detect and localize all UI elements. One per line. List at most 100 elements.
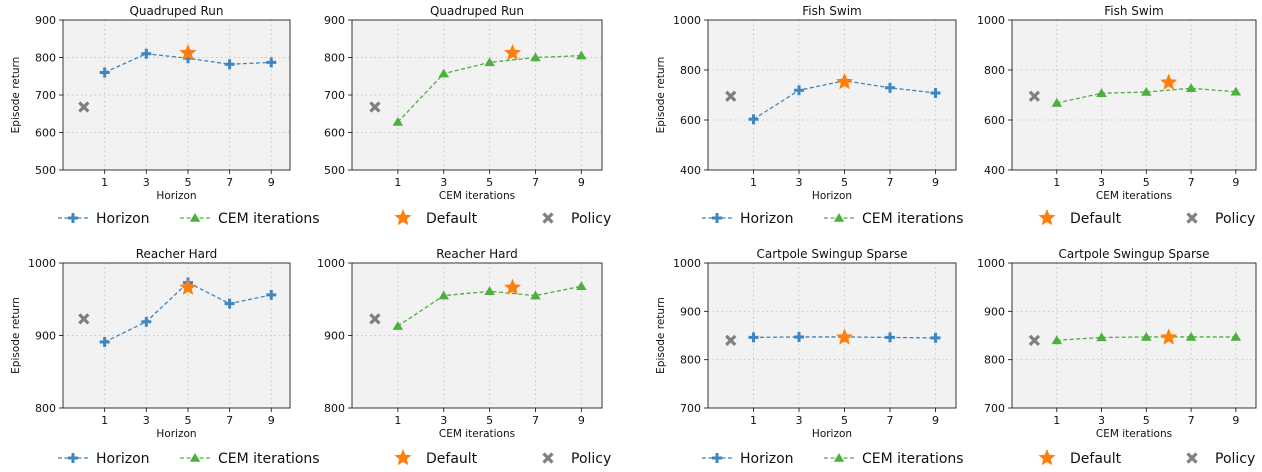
plot-area bbox=[708, 20, 956, 170]
legend-policy-label: Policy bbox=[571, 211, 611, 227]
legend-default-label: Default bbox=[426, 451, 478, 467]
legend-policy-label: Policy bbox=[571, 451, 611, 467]
x-axis-label: Horizon bbox=[156, 428, 196, 440]
policy-marker bbox=[725, 334, 737, 346]
data-point bbox=[266, 57, 277, 68]
x-tick-label: 9 bbox=[578, 176, 585, 189]
x-tick-label: 9 bbox=[268, 176, 275, 189]
x-axis-label: CEM iterations bbox=[439, 190, 515, 202]
data-point bbox=[1230, 86, 1242, 96]
x-tick-label: 5 bbox=[486, 176, 493, 189]
legend-default-label: Default bbox=[1070, 211, 1122, 227]
panel-title: Fish Swim bbox=[802, 4, 862, 18]
y-tick-label: 400 bbox=[984, 164, 1005, 177]
data-point bbox=[392, 117, 404, 126]
data-point bbox=[530, 290, 541, 300]
panel-title: Quadruped Run bbox=[129, 4, 223, 18]
panel-fs-c: 400 600 800 1000 1 3 5 7 9 Fish Swim CEM iteration… bbox=[977, 4, 1257, 202]
x-tick-label: 1 bbox=[394, 414, 401, 427]
x-tick-label: 7 bbox=[887, 414, 894, 427]
legend-policy-marker bbox=[542, 212, 554, 224]
data-point bbox=[484, 57, 495, 67]
panel-title: Reacher Hard bbox=[436, 247, 518, 261]
y-tick-label: 900 bbox=[35, 330, 56, 343]
default-marker bbox=[179, 278, 197, 295]
legend-horizon-marker bbox=[712, 213, 722, 223]
panel-qr-h: 500 600 700 800 900 1 3 5 7 9 Quadruped Run Horizon… bbox=[10, 4, 291, 202]
y-axis-label: Episode return bbox=[10, 297, 22, 374]
y-tick-label: 1000 bbox=[977, 257, 1005, 270]
y-axis-label: Episode return bbox=[655, 297, 667, 374]
panel-title: Reacher Hard bbox=[136, 247, 218, 261]
legend-horizon-marker bbox=[68, 453, 78, 463]
panel-title: Cartpole Swingup Sparse bbox=[756, 247, 907, 261]
y-tick-label: 500 bbox=[324, 164, 345, 177]
y-tick-label: 900 bbox=[324, 14, 345, 27]
y-tick-label: 900 bbox=[984, 305, 1005, 318]
legend-horizon-marker bbox=[68, 213, 78, 223]
legend-default-marker bbox=[394, 449, 412, 466]
y-tick-label: 800 bbox=[324, 52, 345, 65]
data-point bbox=[224, 59, 235, 70]
legend-horizon-label: Horizon bbox=[96, 211, 150, 227]
data-point bbox=[1230, 331, 1242, 341]
x-axis-label: CEM iterations bbox=[1096, 190, 1172, 202]
x-tick-label: 7 bbox=[1188, 176, 1195, 189]
plot-area bbox=[1012, 263, 1256, 408]
data-point bbox=[1096, 332, 1107, 342]
y-tick-label: 1000 bbox=[673, 257, 701, 270]
legend-default-marker bbox=[1038, 209, 1056, 226]
y-tick-label: 800 bbox=[680, 354, 701, 367]
series-line bbox=[1056, 336, 1236, 341]
x-tick-label: 9 bbox=[932, 414, 939, 427]
plot-frame bbox=[1011, 262, 1257, 409]
y-tick-label: 600 bbox=[324, 127, 345, 140]
data-point bbox=[885, 332, 896, 343]
y-tick-label: 500 bbox=[35, 164, 56, 177]
legend-default-marker bbox=[1038, 449, 1056, 466]
x-tick-label: 5 bbox=[1143, 414, 1150, 427]
x-axis-label: Horizon bbox=[812, 428, 852, 440]
x-tick-label: 3 bbox=[1098, 414, 1105, 427]
y-tick-label: 800 bbox=[35, 402, 56, 415]
x-tick-label: 5 bbox=[486, 414, 493, 427]
x-tick-label: 1 bbox=[750, 176, 757, 189]
legend-cem-label: CEM iterations bbox=[862, 211, 964, 227]
default-marker bbox=[835, 73, 854, 90]
x-tick-label: 5 bbox=[184, 176, 191, 189]
plot-frame bbox=[707, 19, 957, 171]
policy-marker bbox=[78, 101, 90, 113]
y-tick-label: 700 bbox=[324, 89, 345, 102]
x-axis-label: Horizon bbox=[156, 190, 196, 202]
data-point bbox=[99, 67, 110, 78]
legend-horizon-label: Horizon bbox=[740, 451, 794, 467]
y-tick-label: 400 bbox=[680, 164, 701, 177]
plot-area bbox=[708, 263, 956, 408]
y-tick-label: 600 bbox=[984, 114, 1005, 127]
legend-policy-label: Policy bbox=[1215, 211, 1255, 227]
y-tick-label: 800 bbox=[984, 64, 1005, 77]
x-tick-label: 1 bbox=[1053, 176, 1060, 189]
default-marker bbox=[179, 44, 197, 61]
data-point bbox=[99, 337, 110, 348]
default-marker bbox=[503, 44, 522, 61]
y-tick-label: 600 bbox=[35, 127, 56, 140]
panel-cs-c: 700 800 900 1000 1 3 5 7 9 Cartpole Swingup Spars… bbox=[977, 247, 1257, 440]
x-tick-label: 7 bbox=[887, 176, 894, 189]
policy-marker bbox=[1028, 334, 1041, 346]
legend: Horizon CEM iterations Default Policy bbox=[702, 209, 1255, 227]
data-point bbox=[141, 48, 152, 59]
data-point bbox=[484, 286, 495, 296]
plot-frame bbox=[707, 262, 957, 409]
series-line bbox=[1056, 87, 1236, 104]
legend-cem-marker bbox=[833, 213, 845, 222]
y-axis-label: Episode return bbox=[655, 57, 667, 134]
y-tick-label: 1000 bbox=[977, 14, 1005, 27]
legend: Horizon CEM iterations Default Policy bbox=[58, 449, 611, 467]
data-point bbox=[438, 68, 449, 78]
x-tick-label: 5 bbox=[1143, 176, 1150, 189]
x-tick-label: 3 bbox=[796, 176, 803, 189]
legend-cem-label: CEM iterations bbox=[218, 451, 320, 467]
x-tick-label: 9 bbox=[932, 176, 939, 189]
